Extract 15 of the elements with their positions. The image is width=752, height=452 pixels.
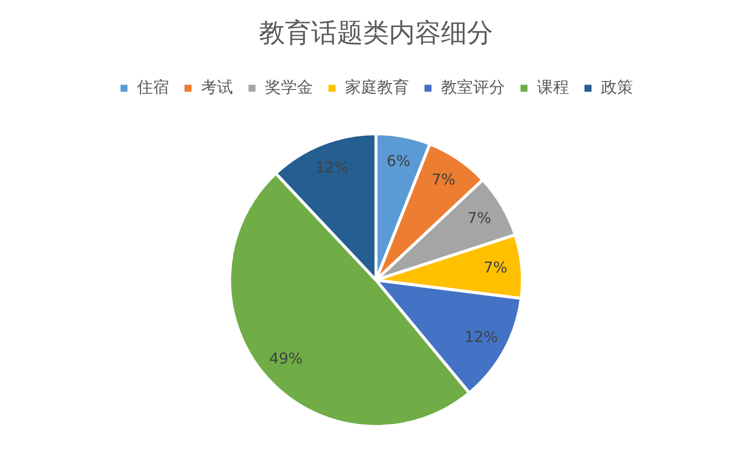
data-label: 7%	[484, 258, 508, 277]
legend-label: 奖学金	[265, 77, 313, 96]
legend-label: 住宿	[136, 77, 169, 96]
legend-label: 教室评分	[441, 77, 505, 96]
data-label: 12%	[464, 328, 498, 346]
data-label: 12%	[315, 158, 348, 176]
data-label: 7%	[467, 208, 492, 227]
legend-label: 家庭教育	[345, 77, 409, 96]
legend-label: 考试	[201, 77, 233, 96]
chart-title: 教育话题类内容细分	[259, 18, 493, 48]
data-label: 6%	[386, 152, 410, 170]
data-label: 49%	[269, 349, 303, 368]
legend-label: 课程	[537, 77, 569, 96]
data-label: 7%	[432, 170, 456, 189]
legend-label: 政策	[601, 77, 633, 96]
